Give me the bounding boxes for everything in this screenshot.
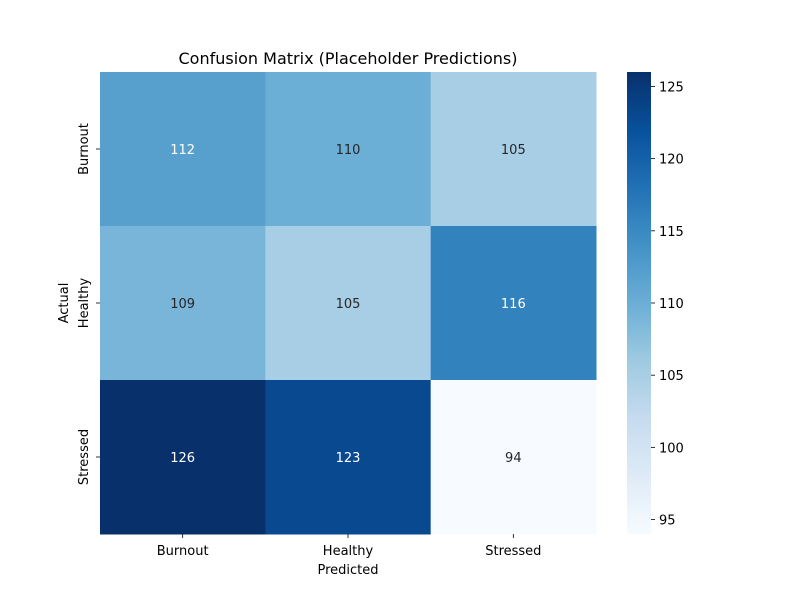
heatmap-cell [265,72,432,227]
colorbar-tick-label: 115 [659,225,684,240]
colorbar-tick-label: 105 [659,369,684,384]
heatmap-cell [430,72,597,227]
y-axis-ticks: Burnout Healthy Stressed [77,123,100,485]
chart-title: Confusion Matrix (Placeholder Prediction… [178,49,517,68]
heatmap-cell-labels: 112 110 105 109 105 116 126 123 94 [170,143,525,466]
colorbar-ticks: 95 100 105 110 115 120 125 [651,80,684,529]
y-axis-label: Actual [57,283,72,324]
heatmap-cell [100,72,266,227]
x-tick-label: Stressed [485,544,541,559]
heatmap-cell [430,380,597,535]
colorbar [627,72,651,534]
heatmap-cell [430,226,597,381]
y-tick-label: Stressed [77,429,92,485]
colorbar-tick-label: 100 [659,441,684,456]
cell-value-label: 105 [501,143,526,158]
cell-value-label: 110 [336,143,361,158]
colorbar-tick-label: 125 [659,80,684,95]
colorbar-tick-label: 95 [659,514,676,529]
cell-value-label: 116 [501,297,526,312]
x-tick-label: Burnout [157,544,209,559]
cell-value-label: 94 [505,451,522,466]
x-axis-label: Predicted [317,563,378,578]
colorbar-tick-label: 110 [659,297,684,312]
cell-value-label: 112 [170,143,195,158]
heatmap-cell [100,226,266,381]
x-axis-ticks: Burnout Healthy Stressed [157,534,541,559]
y-tick-label: Burnout [77,123,92,175]
cell-value-label: 126 [170,451,195,466]
cell-value-label: 123 [336,451,361,466]
heatmap-cell [265,226,432,381]
heatmap-cells [100,72,597,535]
y-tick-label: Healthy [77,278,92,329]
x-tick-label: Healthy [323,544,374,559]
heatmap-cell [100,380,266,535]
cell-value-label: 109 [170,297,195,312]
cell-value-label: 105 [336,297,361,312]
heatmap-cell [265,380,432,535]
colorbar-tick-label: 120 [659,153,684,168]
